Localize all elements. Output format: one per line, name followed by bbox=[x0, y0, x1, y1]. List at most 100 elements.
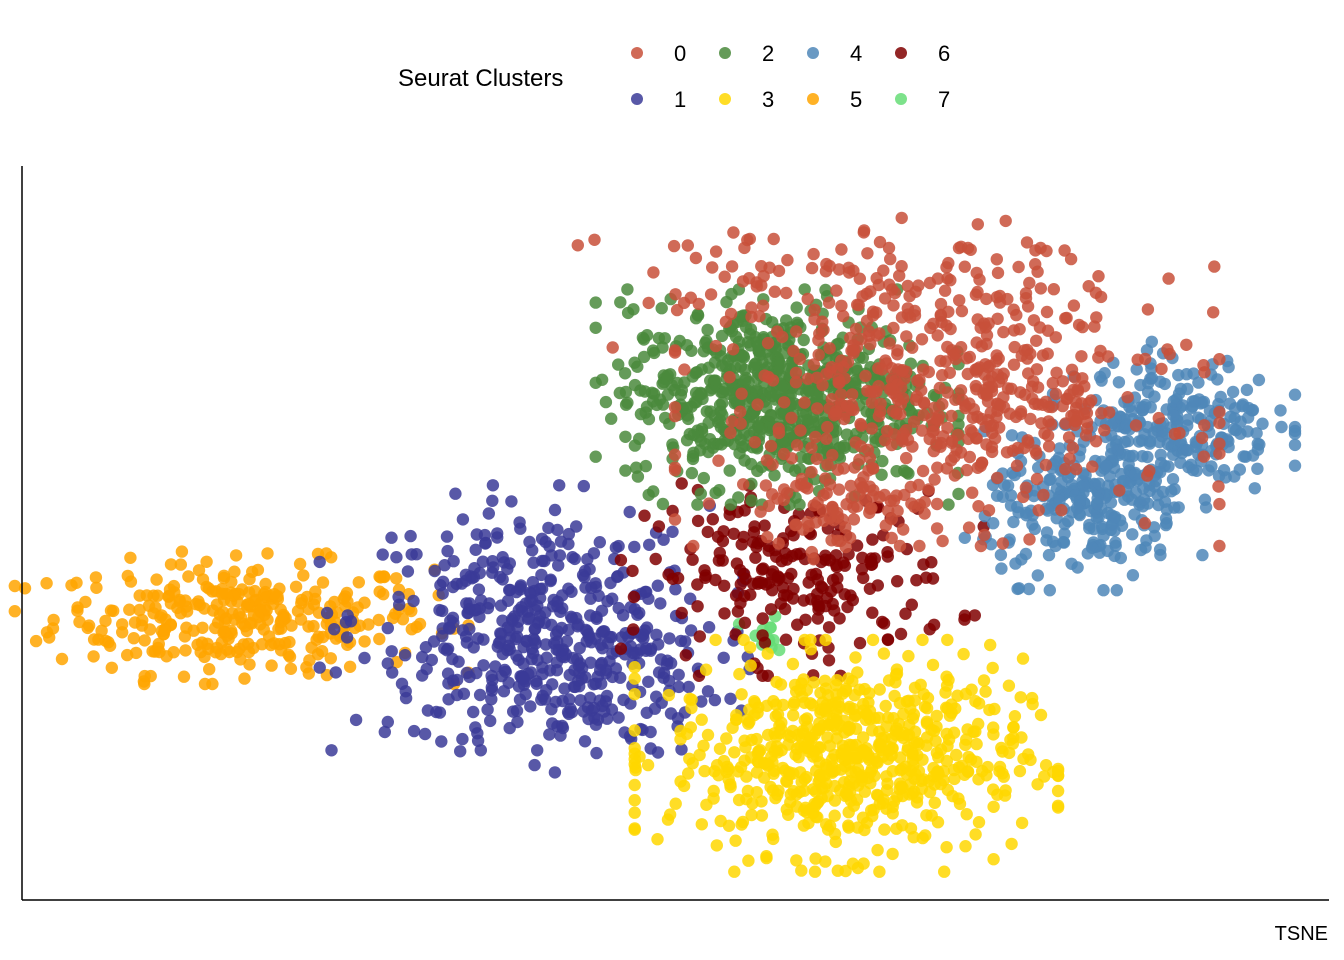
point-cluster-0 bbox=[1061, 392, 1074, 406]
point-cluster-0 bbox=[1213, 416, 1226, 430]
point-cluster-1 bbox=[515, 601, 528, 614]
point-cluster-0 bbox=[669, 288, 682, 301]
point-cluster-1 bbox=[650, 628, 663, 641]
point-cluster-4 bbox=[1042, 548, 1056, 562]
point-cluster-0 bbox=[915, 333, 929, 346]
point-cluster-0 bbox=[991, 266, 1005, 280]
point-cluster-3 bbox=[967, 725, 980, 739]
point-cluster-0 bbox=[807, 553, 820, 566]
point-cluster-1 bbox=[536, 661, 549, 674]
point-cluster-1 bbox=[539, 638, 552, 651]
point-cluster-5 bbox=[144, 669, 157, 683]
point-cluster-1 bbox=[553, 479, 566, 492]
point-cluster-2 bbox=[840, 428, 854, 441]
point-cluster-3 bbox=[826, 753, 839, 766]
point-cluster-3 bbox=[857, 743, 870, 757]
point-cluster-0 bbox=[702, 497, 716, 510]
point-cluster-0 bbox=[1007, 358, 1021, 371]
point-cluster-2 bbox=[745, 494, 758, 507]
point-cluster-0 bbox=[935, 436, 948, 450]
point-cluster-0 bbox=[1103, 406, 1116, 419]
point-cluster-5 bbox=[297, 569, 310, 582]
point-cluster-0 bbox=[895, 260, 908, 273]
point-cluster-0 bbox=[1067, 408, 1081, 422]
point-cluster-0 bbox=[745, 301, 758, 314]
point-cluster-2 bbox=[633, 432, 646, 445]
point-cluster-0 bbox=[938, 284, 952, 297]
point-cluster-5 bbox=[316, 576, 330, 589]
point-cluster-0 bbox=[1173, 426, 1186, 440]
point-cluster-0 bbox=[865, 422, 878, 435]
point-cluster-1 bbox=[398, 649, 412, 662]
point-cluster-5 bbox=[300, 661, 313, 674]
point-cluster-6 bbox=[864, 555, 877, 568]
point-cluster-2 bbox=[798, 283, 811, 296]
point-cluster-0 bbox=[934, 297, 948, 311]
point-cluster-3 bbox=[959, 840, 972, 853]
point-cluster-6 bbox=[738, 504, 751, 517]
point-cluster-3 bbox=[700, 798, 713, 811]
point-cluster-3 bbox=[784, 788, 797, 801]
point-cluster-0 bbox=[980, 292, 993, 306]
point-cluster-6 bbox=[790, 548, 803, 561]
point-cluster-5 bbox=[220, 643, 234, 656]
point-cluster-0 bbox=[820, 432, 833, 445]
point-cluster-0 bbox=[1197, 450, 1211, 463]
point-cluster-0 bbox=[668, 401, 682, 414]
point-cluster-1 bbox=[436, 604, 449, 618]
point-cluster-3 bbox=[819, 855, 832, 868]
point-cluster-0 bbox=[900, 451, 913, 465]
point-cluster-1 bbox=[470, 666, 483, 680]
point-cluster-4 bbox=[1093, 370, 1107, 384]
point-cluster-2 bbox=[589, 450, 602, 463]
point-cluster-2 bbox=[656, 377, 669, 390]
point-cluster-1 bbox=[657, 533, 670, 546]
point-cluster-0 bbox=[845, 344, 858, 357]
point-cluster-4 bbox=[1288, 438, 1302, 452]
point-cluster-0 bbox=[870, 272, 883, 285]
point-cluster-1 bbox=[428, 564, 441, 578]
point-cluster-5 bbox=[127, 632, 140, 645]
point-cluster-0 bbox=[953, 294, 966, 307]
point-cluster-0 bbox=[883, 383, 897, 396]
point-cluster-4 bbox=[1142, 377, 1155, 390]
point-cluster-1 bbox=[708, 693, 722, 707]
point-cluster-0 bbox=[875, 363, 889, 376]
point-cluster-0 bbox=[1032, 504, 1045, 517]
point-cluster-4 bbox=[1128, 468, 1142, 481]
point-cluster-0 bbox=[856, 481, 870, 494]
point-cluster-1 bbox=[590, 746, 603, 760]
point-cluster-1 bbox=[329, 666, 342, 679]
point-cluster-0 bbox=[980, 438, 993, 451]
point-cluster-3 bbox=[950, 748, 963, 762]
point-cluster-1 bbox=[489, 660, 502, 673]
point-cluster-1 bbox=[587, 701, 601, 715]
point-cluster-3 bbox=[1015, 816, 1029, 830]
point-cluster-3 bbox=[804, 697, 817, 710]
point-cluster-3 bbox=[866, 633, 880, 647]
point-cluster-1 bbox=[483, 597, 496, 610]
point-cluster-1 bbox=[671, 712, 685, 725]
point-cluster-0 bbox=[772, 426, 786, 440]
point-cluster-1 bbox=[628, 603, 642, 616]
point-cluster-3 bbox=[894, 751, 907, 764]
point-cluster-1 bbox=[479, 537, 492, 550]
point-cluster-3 bbox=[728, 746, 741, 759]
point-cluster-4 bbox=[1136, 450, 1149, 463]
point-cluster-6 bbox=[627, 623, 640, 636]
point-cluster-1 bbox=[612, 711, 625, 724]
point-cluster-5 bbox=[154, 611, 167, 624]
point-cluster-3 bbox=[701, 728, 715, 742]
point-cluster-5 bbox=[40, 577, 53, 590]
point-cluster-5 bbox=[242, 645, 256, 659]
point-cluster-0 bbox=[845, 491, 858, 504]
point-cluster-0 bbox=[927, 444, 940, 458]
point-cluster-0 bbox=[805, 441, 818, 454]
point-cluster-0 bbox=[934, 308, 947, 321]
point-cluster-3 bbox=[1051, 769, 1065, 783]
point-cluster-1 bbox=[559, 648, 573, 661]
point-cluster-3 bbox=[800, 712, 814, 725]
point-cluster-1 bbox=[643, 538, 656, 551]
point-cluster-1 bbox=[562, 527, 575, 541]
point-cluster-0 bbox=[925, 412, 938, 425]
